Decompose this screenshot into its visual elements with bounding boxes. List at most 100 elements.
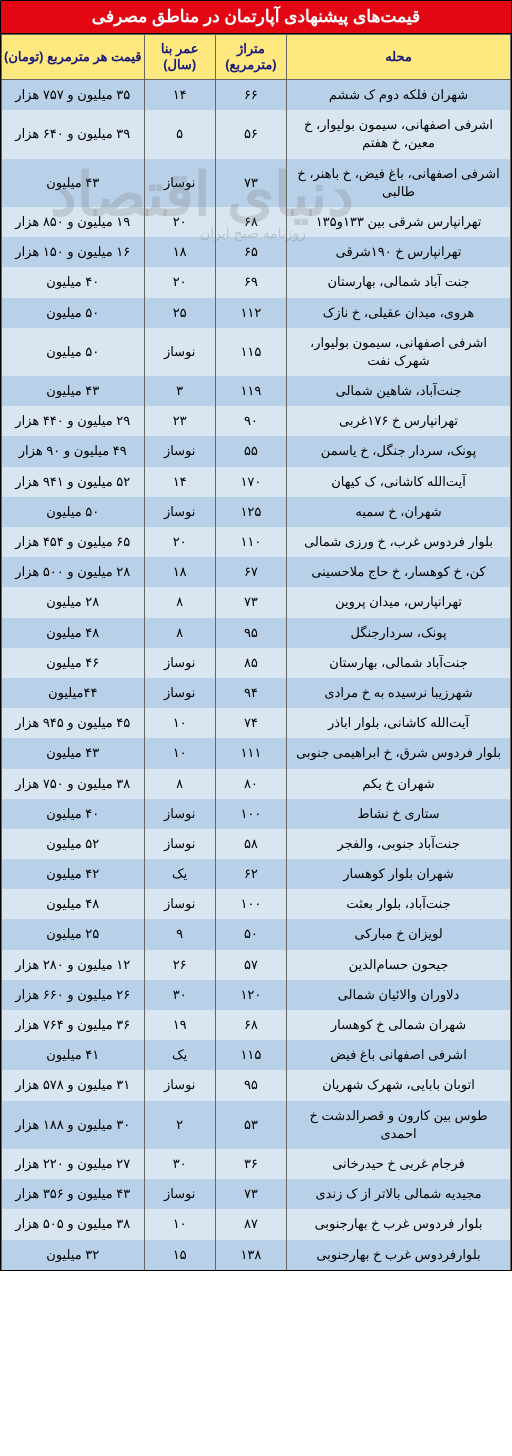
cell-age: ۱۰	[144, 738, 215, 768]
table-row: تهرانپارس شرقی بین ۱۳۳و۱۳۵۶۸۲۰۱۹ میلیون …	[2, 207, 511, 237]
table-row: تهرانپارس خ ۱۹۰شرقی۶۵۱۸۱۶ میلیون و ۱۵۰ ه…	[2, 237, 511, 267]
cell-loc: فرجام غربی خ حیدرخانی	[287, 1149, 511, 1179]
table-row: کن، خ کوهسار، خ حاج ملاحسینی۶۷۱۸۲۸ میلیو…	[2, 557, 511, 587]
table-row: اشرفی اصفهانی، سیمون بولیوار، خ معین، خ …	[2, 110, 511, 158]
cell-price: ۱۹ میلیون و ۸۵۰ هزار	[2, 207, 145, 237]
cell-price: ۵۰ میلیون	[2, 298, 145, 328]
cell-loc: هروی، میدان عقیلی، خ نازک	[287, 298, 511, 328]
cell-price: ۴۴میلیون	[2, 678, 145, 708]
cell-age: ۲۳	[144, 406, 215, 436]
table-row: بلوار فردوس شرق، خ ابراهیمی جنوبی۱۱۱۱۰۴۳…	[2, 738, 511, 768]
table-row: جنت‌آباد جنوبی، والفجر۵۸نوساز۵۲ میلیون	[2, 829, 511, 859]
cell-age: ۸	[144, 587, 215, 617]
cell-loc: اشرفی اصفهانی، سیمون بولیوار، شهرک نفت	[287, 328, 511, 376]
cell-loc: آیت‌الله کاشانی، بلوار اباذر	[287, 708, 511, 738]
cell-area: ۵۳	[215, 1101, 286, 1149]
cell-age: ۱۴	[144, 80, 215, 111]
table-row: جنت آباد شمالی، بهارستان۶۹۲۰۴۰ میلیون	[2, 267, 511, 297]
cell-price: ۳۰ میلیون و ۱۸۸ هزار	[2, 1101, 145, 1149]
cell-area: ۵۰	[215, 919, 286, 949]
cell-price: ۲۸ میلیون و ۵۰۰ هزار	[2, 557, 145, 587]
table-row: شهران شمالی خ کوهسار۶۸۱۹۳۶ میلیون و ۷۶۴ …	[2, 1010, 511, 1040]
cell-loc: کن، خ کوهسار، خ حاج ملاحسینی	[287, 557, 511, 587]
cell-price: ۵۰ میلیون	[2, 497, 145, 527]
cell-age: ۲۰	[144, 207, 215, 237]
cell-area: ۳۶	[215, 1149, 286, 1179]
cell-age: نوساز	[144, 159, 215, 207]
cell-loc: شهران فلکه دوم ک ششم	[287, 80, 511, 111]
table-row: جیحون حسام‌الدین۵۷۲۶۱۲ میلیون و ۲۸۰ هزار	[2, 950, 511, 980]
cell-area: ۸۵	[215, 648, 286, 678]
table-row: دلاوران والائیان شمالی۱۲۰۳۰۲۶ میلیون و ۶…	[2, 980, 511, 1010]
table-row: هروی، میدان عقیلی، خ نازک۱۱۲۲۵۵۰ میلیون	[2, 298, 511, 328]
cell-loc: بلوار فردوس غرب خ بهارجنوبی	[287, 1209, 511, 1239]
cell-loc: اشرفی اصفهانی باغ فیض	[287, 1040, 511, 1070]
cell-price: ۶۵ میلیون و ۴۵۴ هزار	[2, 527, 145, 557]
cell-loc: ستاری خ نشاط	[287, 799, 511, 829]
table-row: جنت‌آباد، شاهین شمالی۱۱۹۳۴۳ میلیون	[2, 376, 511, 406]
cell-area: ۱۷۰	[215, 467, 286, 497]
cell-area: ۸۷	[215, 1209, 286, 1239]
cell-price: ۱۲ میلیون و ۲۸۰ هزار	[2, 950, 145, 980]
table-row: بلوار فردوس غرب خ بهارجنوبی۸۷۱۰۳۸ میلیون…	[2, 1209, 511, 1239]
cell-age: ۹	[144, 919, 215, 949]
cell-age: ۲۰	[144, 527, 215, 557]
cell-loc: شهران شمالی خ کوهسار	[287, 1010, 511, 1040]
cell-price: ۳۹ میلیون و ۶۴۰ هزار	[2, 110, 145, 158]
cell-area: ۱۲۵	[215, 497, 286, 527]
table-row: پونک، سردارجنگل۹۵۸۴۸ میلیون	[2, 618, 511, 648]
cell-loc: مجیدیه شمالی بالاتر از ک زندی	[287, 1179, 511, 1209]
cell-loc: بلوار فردوس شرق، خ ابراهیمی جنوبی	[287, 738, 511, 768]
cell-loc: تهرانپارس، میدان پروین	[287, 587, 511, 617]
cell-loc: شهران خ یکم	[287, 769, 511, 799]
cell-price: ۳۶ میلیون و ۷۶۴ هزار	[2, 1010, 145, 1040]
cell-area: ۶۹	[215, 267, 286, 297]
cell-loc: جنت‌آباد، بلوار بعثت	[287, 889, 511, 919]
table-title: قیمت‌های پیشنهادی آپارتمان در مناطق مصرف…	[1, 1, 511, 34]
cell-price: ۴۰ میلیون	[2, 799, 145, 829]
table-row: آیت‌الله کاشانی، بلوار اباذر۷۴۱۰۴۵ میلیو…	[2, 708, 511, 738]
header-area: متراژ (مترمربع)	[215, 35, 286, 80]
cell-age: نوساز	[144, 799, 215, 829]
cell-loc: شهرزیبا نرسیده به خ مرادی	[287, 678, 511, 708]
cell-price: ۲۶ میلیون و ۶۶۰ هزار	[2, 980, 145, 1010]
table-row: بلوارفردوس غرب خ بهارجنوبی۱۳۸۱۵۳۲ میلیون	[2, 1240, 511, 1270]
cell-area: ۶۷	[215, 557, 286, 587]
cell-price: ۴۱ میلیون	[2, 1040, 145, 1070]
cell-age: ۳۰	[144, 980, 215, 1010]
cell-age: ۲۶	[144, 950, 215, 980]
cell-area: ۵۷	[215, 950, 286, 980]
cell-loc: تهرانپارس خ ۱۹۰شرقی	[287, 237, 511, 267]
cell-age: نوساز	[144, 1070, 215, 1100]
cell-area: ۷۳	[215, 159, 286, 207]
cell-price: ۵۲ میلیون و ۹۴۱ هزار	[2, 467, 145, 497]
cell-price: ۵۲ میلیون	[2, 829, 145, 859]
cell-price: ۳۲ میلیون	[2, 1240, 145, 1270]
cell-price: ۱۶ میلیون و ۱۵۰ هزار	[2, 237, 145, 267]
cell-loc: دلاوران والائیان شمالی	[287, 980, 511, 1010]
cell-age: ۱۰	[144, 708, 215, 738]
header-age: عمر بنا (سال)	[144, 35, 215, 80]
cell-age: ۱۴	[144, 467, 215, 497]
cell-area: ۱۱۹	[215, 376, 286, 406]
table-row: اتوبان بابایی، شهرک شهریان۹۵نوساز۳۱ میلی…	[2, 1070, 511, 1100]
cell-age: نوساز	[144, 1179, 215, 1209]
cell-area: ۶۸	[215, 1010, 286, 1040]
cell-loc: اشرفی اصفهانی، باغ فیض، خ باهنر، خ طالبی	[287, 159, 511, 207]
cell-age: ۱۵	[144, 1240, 215, 1270]
cell-loc: شهران، خ سمیه	[287, 497, 511, 527]
cell-area: ۶۵	[215, 237, 286, 267]
cell-price: ۳۵ میلیون و ۷۵۷ هزار	[2, 80, 145, 111]
cell-loc: لویزان خ مبارکی	[287, 919, 511, 949]
cell-age: نوساز	[144, 328, 215, 376]
table-row: شهران، خ سمیه۱۲۵نوساز۵۰ میلیون	[2, 497, 511, 527]
table-row: شهران بلوار کوهسار۶۲یک۴۲ میلیون	[2, 859, 511, 889]
cell-price: ۳۸ میلیون و ۷۵۰ هزار	[2, 769, 145, 799]
cell-loc: تهرانپارس خ ۱۷۶غربی	[287, 406, 511, 436]
cell-area: ۶۲	[215, 859, 286, 889]
cell-loc: اشرفی اصفهانی، سیمون بولیوار، خ معین، خ …	[287, 110, 511, 158]
header-price: قیمت هر مترمربع (تومان)	[2, 35, 145, 80]
table-row: آیت‌الله کاشانی، ک کیهان۱۷۰۱۴۵۲ میلیون و…	[2, 467, 511, 497]
cell-age: نوساز	[144, 889, 215, 919]
cell-price: ۲۷ میلیون و ۲۲۰ هزار	[2, 1149, 145, 1179]
